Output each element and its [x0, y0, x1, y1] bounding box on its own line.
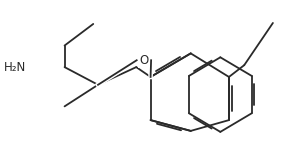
Text: O: O [139, 54, 149, 67]
Text: H₂N: H₂N [4, 61, 26, 74]
